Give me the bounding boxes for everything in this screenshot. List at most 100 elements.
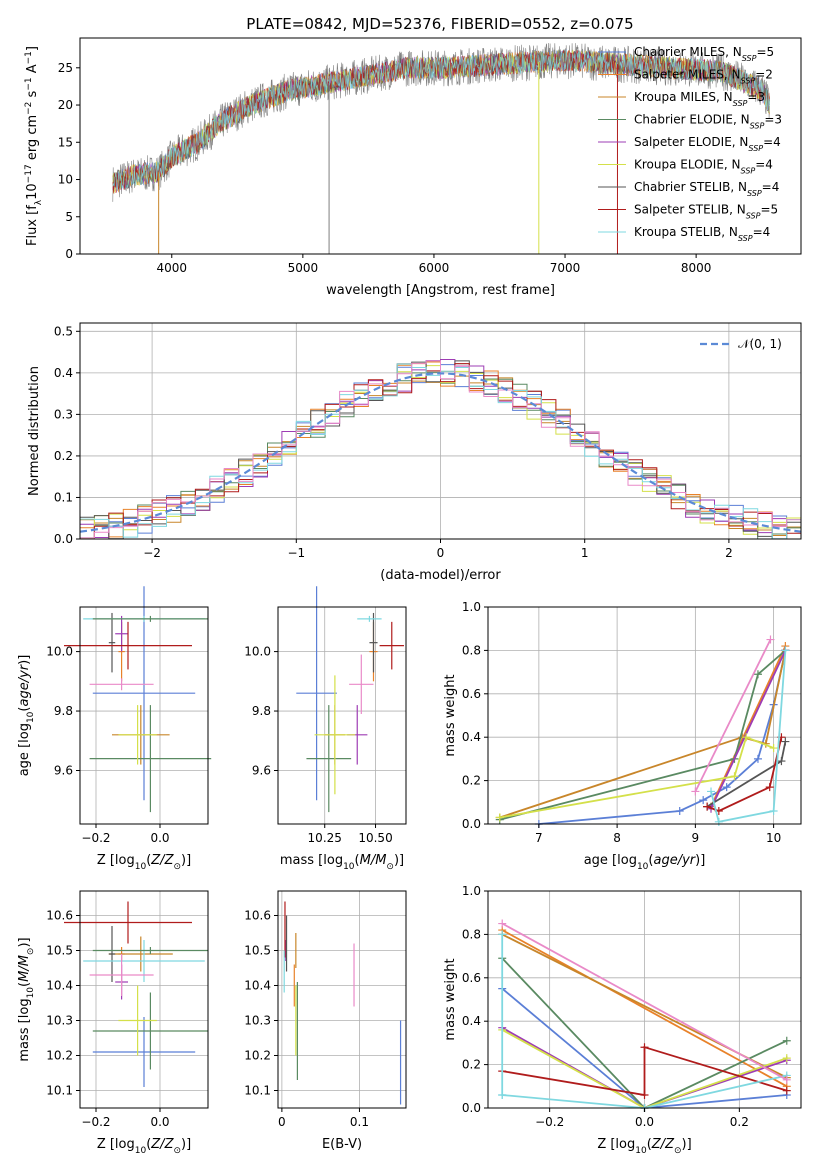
label-part: ( bbox=[146, 1137, 151, 1152]
weight-marker bbox=[730, 772, 739, 781]
label-part: ( bbox=[17, 707, 32, 712]
label-part: ⊙ bbox=[173, 1146, 181, 1156]
y-tick-label: 0.4 bbox=[462, 730, 481, 744]
label-part: mass [log bbox=[280, 853, 343, 868]
x-tick-label: −1 bbox=[287, 546, 305, 560]
weight-marker bbox=[777, 757, 786, 766]
weight-marker bbox=[753, 670, 762, 679]
y-tick-label: 10.4 bbox=[244, 979, 271, 993]
y-tick-label: 0.2 bbox=[54, 449, 73, 463]
x-axis-label: Z [log10(Z/Z⊙)] bbox=[97, 853, 191, 872]
panel-mass_ebv: 0 0.1 10.1 10.2 10.3 10.4 10.5 10.6 E(B-V) bbox=[244, 890, 407, 1152]
weight-line bbox=[694, 639, 772, 792]
x-tick-label: 7 bbox=[535, 831, 543, 845]
weight-line bbox=[710, 650, 787, 810]
y-axis-label: mass weight bbox=[443, 958, 458, 1040]
x-tick-label: 0.2 bbox=[730, 1115, 749, 1129]
legend-model: Salpeter STELIB, N bbox=[634, 203, 746, 217]
label-part: ⊙ bbox=[26, 948, 36, 956]
label-part: s bbox=[25, 90, 40, 101]
label-part: 10 bbox=[135, 862, 147, 872]
weight-marker bbox=[498, 919, 507, 928]
legend-entry: Kroupa MILES, NSSP=3 bbox=[634, 90, 765, 108]
label-part: ( bbox=[17, 982, 32, 987]
x-axis-label: Z [log10(Z/Z⊙)] bbox=[597, 1137, 691, 1156]
weight-marker bbox=[782, 1075, 791, 1084]
weight-marker bbox=[691, 787, 700, 796]
y-tick-label: 1.0 bbox=[462, 884, 481, 898]
x-tick-label: 0.0 bbox=[635, 1115, 654, 1129]
label-part: mass [log bbox=[17, 998, 32, 1061]
legend-sub: SSP bbox=[747, 189, 762, 198]
y-tick-label: 10.6 bbox=[46, 909, 73, 923]
spectrum-model-line bbox=[112, 49, 770, 190]
y-axis-label: Normed distribution bbox=[27, 366, 42, 496]
weight-marker bbox=[675, 806, 684, 815]
y-tick-label: 10.6 bbox=[244, 909, 271, 923]
label-part: )] bbox=[17, 655, 32, 665]
weight-marker bbox=[722, 783, 731, 792]
y-tick-label: 9.8 bbox=[54, 704, 73, 718]
x-tick-label: 0.1 bbox=[350, 1115, 369, 1129]
y-tick-label: 10.3 bbox=[46, 1014, 73, 1028]
y-tick-label: 1.0 bbox=[462, 600, 481, 614]
x-tick-label: 0.0 bbox=[150, 831, 169, 845]
weight-marker bbox=[703, 802, 712, 811]
x-tick-label: 8000 bbox=[681, 261, 712, 275]
weight-marker bbox=[782, 1086, 791, 1095]
y-tick-label: 20 bbox=[58, 98, 73, 112]
label-part: age/yr bbox=[653, 853, 696, 868]
label-part: )] bbox=[181, 1137, 191, 1152]
weight-marker bbox=[781, 737, 790, 746]
legend-model: Kroupa ELODIE, N bbox=[634, 158, 741, 172]
legend-model: Salpeter ELODIE, N bbox=[634, 135, 748, 149]
y-tick-label: 0.1 bbox=[54, 490, 73, 504]
weight-line bbox=[502, 1045, 788, 1097]
legend-sub: SSP bbox=[741, 166, 756, 175]
y-tick-label: 10.1 bbox=[46, 1084, 73, 1098]
x-axis-label: mass [log10(M/M⊙)] bbox=[280, 853, 404, 872]
label-part: A bbox=[25, 64, 40, 77]
weight-marker bbox=[498, 930, 507, 939]
y-tick-label: 10.2 bbox=[46, 1049, 73, 1063]
weight-line bbox=[499, 649, 786, 821]
y-tick-label: 25 bbox=[58, 61, 73, 75]
label-part: 10 bbox=[343, 862, 355, 872]
label-part: M/M bbox=[17, 955, 32, 982]
label-part: ( bbox=[355, 853, 360, 868]
label-part: 10 bbox=[26, 987, 36, 999]
weight-line bbox=[501, 922, 788, 1081]
legend-model: Chabrier MILES, N bbox=[634, 45, 742, 59]
x-tick-label: 10.50 bbox=[358, 831, 392, 845]
panel-residuals: −2 −1 0 1 2 0.0 0.1 0.2 0.3 0.4 0.5 𝒩(0, 1) (data-mo… bbox=[27, 322, 802, 583]
weight-marker bbox=[640, 1043, 649, 1052]
y-tick-label: 0.2 bbox=[462, 774, 481, 788]
legend-count: =4 bbox=[753, 225, 771, 239]
y-tick-label: 10.1 bbox=[244, 1084, 271, 1098]
y-tick-label: 10.4 bbox=[46, 979, 73, 993]
panel-weight_Z: −0.2 0.0 0.2 0.0 0.2 0.4 0.6 0.8 1.0 Z [log10(Z/Z… bbox=[443, 884, 802, 1156]
label-part: ⊙ bbox=[674, 1146, 682, 1156]
panel-age_mass: 10.25 10.50 9.6 9.8 10.0 mass [log10(M/M⊙)] bbox=[244, 586, 407, 872]
weight-marker bbox=[782, 1036, 791, 1045]
weight-marker bbox=[707, 787, 716, 796]
weight-marker bbox=[640, 1090, 649, 1099]
label-part: ] bbox=[25, 46, 40, 51]
y-tick-label: 9.8 bbox=[252, 704, 271, 718]
weight-marker bbox=[714, 817, 723, 826]
plot-area-age_mass bbox=[296, 586, 404, 813]
y-tick-label: 10.5 bbox=[244, 944, 271, 958]
legend-entry: Chabrier ELODIE, NSSP=3 bbox=[634, 113, 782, 131]
legend-entry: Salpeter MILES, NSSP=2 bbox=[634, 68, 773, 86]
x-tick-label: 10 bbox=[766, 831, 781, 845]
y-tick-label: 10.2 bbox=[244, 1049, 271, 1063]
figure-title: PLATE=0842, MJD=52376, FIBERID=0552, z=0… bbox=[246, 15, 633, 33]
y-tick-label: 5 bbox=[65, 210, 73, 224]
x-axis-label: Z [log10(Z/Z⊙)] bbox=[97, 1137, 191, 1156]
axes-frame bbox=[79, 37, 802, 255]
label-part: Flux [f bbox=[25, 205, 40, 246]
x-tick-label: −0.2 bbox=[81, 1115, 110, 1129]
label-part: age [log bbox=[584, 853, 637, 868]
